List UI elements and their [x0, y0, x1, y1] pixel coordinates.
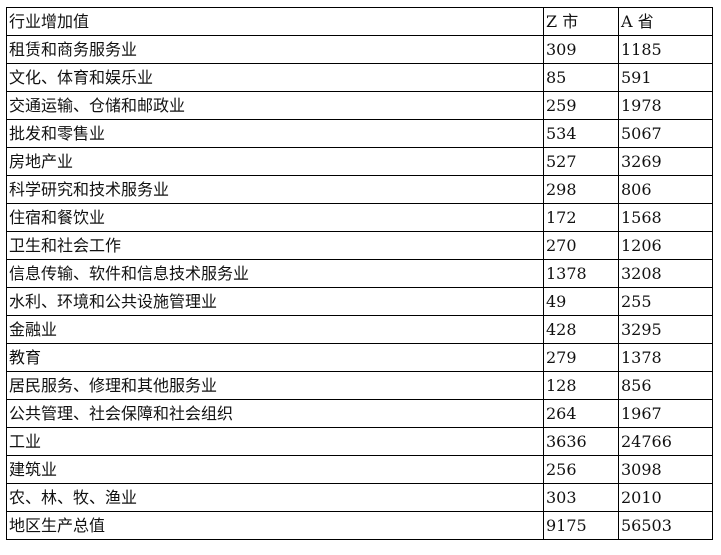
table-row: 地区生产总值 9175 56503 [6, 511, 713, 540]
z-city-value-cell: 172 [543, 203, 619, 232]
industry-cell: 金融业 [6, 315, 544, 344]
a-province-value-cell: 3269 [618, 147, 713, 176]
table-row: 教育 279 1378 [6, 343, 713, 372]
a-province-value-cell: 255 [618, 287, 713, 316]
a-province-value-cell: 591 [618, 63, 713, 92]
a-province-value-cell: 1967 [618, 399, 713, 428]
z-city-value-cell: 85 [543, 63, 619, 92]
table-row: 信息传输、软件和信息技术服务业 1378 3208 [6, 259, 713, 288]
header-a-province: A 省 [618, 7, 713, 36]
industry-cell: 科学研究和技术服务业 [6, 175, 544, 204]
industry-cell: 居民服务、修理和其他服务业 [6, 371, 544, 400]
table-row: 农、林、牧、渔业 303 2010 [6, 483, 713, 512]
a-province-value-cell: 1378 [618, 343, 713, 372]
z-city-value-cell: 527 [543, 147, 619, 176]
a-province-value-cell: 5067 [618, 119, 713, 148]
industry-cell: 文化、体育和娱乐业 [6, 63, 544, 92]
table-row: 科学研究和技术服务业 298 806 [6, 175, 713, 204]
industry-cell: 水利、环境和公共设施管理业 [6, 287, 544, 316]
z-city-value-cell: 534 [543, 119, 619, 148]
z-city-value-cell: 270 [543, 231, 619, 260]
table-row: 文化、体育和娱乐业 85 591 [6, 63, 713, 92]
table-row: 房地产业 527 3269 [6, 147, 713, 176]
z-city-value-cell: 259 [543, 91, 619, 120]
a-province-value-cell: 856 [618, 371, 713, 400]
a-province-value-cell: 2010 [618, 483, 713, 512]
table-row: 卫生和社会工作 270 1206 [6, 231, 713, 260]
z-city-value-cell: 1378 [543, 259, 619, 288]
a-province-value-cell: 3208 [618, 259, 713, 288]
z-city-value-cell: 279 [543, 343, 619, 372]
header-industry: 行业增加值 [6, 7, 544, 36]
table-row: 住宿和餐饮业 172 1568 [6, 203, 713, 232]
z-city-value-cell: 298 [543, 175, 619, 204]
z-city-value-cell: 303 [543, 483, 619, 512]
table-row: 公共管理、社会保障和社会组织 264 1967 [6, 399, 713, 428]
z-city-value-cell: 128 [543, 371, 619, 400]
z-city-value-cell: 9175 [543, 511, 619, 540]
a-province-value-cell: 3295 [618, 315, 713, 344]
z-city-value-cell: 256 [543, 455, 619, 484]
z-city-value-cell: 3636 [543, 427, 619, 456]
industry-cell: 住宿和餐饮业 [6, 203, 544, 232]
industry-cell: 卫生和社会工作 [6, 231, 544, 260]
industry-cell: 公共管理、社会保障和社会组织 [6, 399, 544, 428]
table-row: 批发和零售业 534 5067 [6, 119, 713, 148]
industry-cell: 工业 [6, 427, 544, 456]
a-province-value-cell: 24766 [618, 427, 713, 456]
table-row: 交通运输、仓储和邮政业 259 1978 [6, 91, 713, 120]
industry-cell: 房地产业 [6, 147, 544, 176]
a-province-value-cell: 1978 [618, 91, 713, 120]
z-city-value-cell: 49 [543, 287, 619, 316]
z-city-value-cell: 309 [543, 35, 619, 64]
industry-cell: 农、林、牧、渔业 [6, 483, 544, 512]
table-row: 金融业 428 3295 [6, 315, 713, 344]
a-province-value-cell: 806 [618, 175, 713, 204]
a-province-value-cell: 3098 [618, 455, 713, 484]
header-z-city: Z 市 [543, 7, 619, 36]
z-city-value-cell: 428 [543, 315, 619, 344]
industry-cell: 租赁和商务服务业 [6, 35, 544, 64]
industry-cell: 交通运输、仓储和邮政业 [6, 91, 544, 120]
industry-cell: 教育 [6, 343, 544, 372]
z-city-value-cell: 264 [543, 399, 619, 428]
table-row: 工业 3636 24766 [6, 427, 713, 456]
table-row: 水利、环境和公共设施管理业 49 255 [6, 287, 713, 316]
table-row: 建筑业 256 3098 [6, 455, 713, 484]
table-row: 居民服务、修理和其他服务业 128 856 [6, 371, 713, 400]
a-province-value-cell: 1568 [618, 203, 713, 232]
industry-cell: 批发和零售业 [6, 119, 544, 148]
industry-cell: 建筑业 [6, 455, 544, 484]
a-province-value-cell: 1185 [618, 35, 713, 64]
table-row: 租赁和商务服务业 309 1185 [6, 35, 713, 64]
table-header-row: 行业增加值 Z 市 A 省 [6, 7, 713, 36]
a-province-value-cell: 56503 [618, 511, 713, 540]
industry-cell: 地区生产总值 [6, 511, 544, 540]
industry-cell: 信息传输、软件和信息技术服务业 [6, 259, 544, 288]
a-province-value-cell: 1206 [618, 231, 713, 260]
industry-value-added-table: 行业增加值 Z 市 A 省 租赁和商务服务业 309 1185 文化、体育和娱乐业 85… [6, 7, 713, 540]
